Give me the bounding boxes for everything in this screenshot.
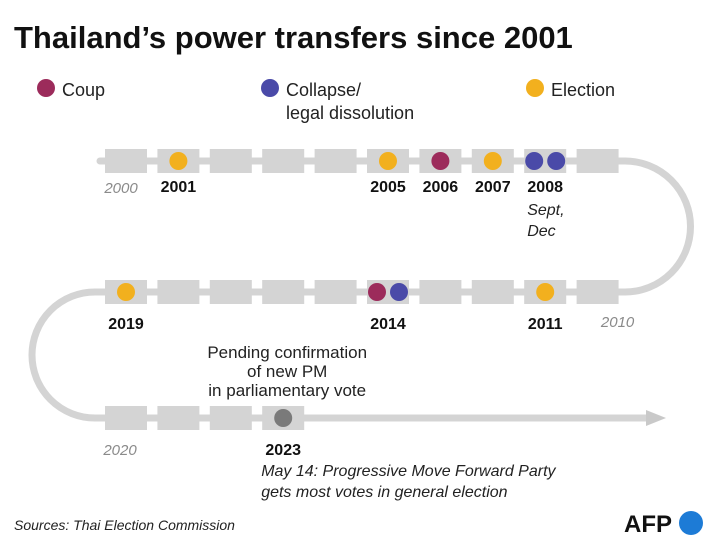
year-cell-2000 [105, 149, 147, 173]
event-dot-2007-election [483, 152, 502, 170]
legend-swatch-election [526, 79, 544, 97]
legend-label-collapse: legal dissolution [286, 103, 414, 123]
legend-label-election: Election [551, 80, 615, 100]
event-dot-2011-election [536, 283, 555, 301]
year-label-2005: 2005 [370, 179, 406, 196]
decade-label-2000: 2000 [103, 180, 138, 197]
event-dot-2001-election [169, 152, 188, 170]
legend: Coup Collapse/legal dissolution Election [37, 79, 615, 123]
year-label-2008: 2008 [527, 179, 563, 196]
year-cell-2017 [209, 280, 252, 304]
year-label-2011: 2011 [528, 316, 563, 333]
year-cell-2009 [576, 149, 619, 173]
event-dot-2008-collapse [547, 152, 566, 170]
event-dots [117, 152, 566, 427]
note-2023: gets most votes in general election [261, 484, 507, 501]
note-2023: May 14: Progressive Move Forward Party [261, 463, 556, 480]
timeline-track [28, 157, 694, 426]
note-2008: Sept, [527, 202, 564, 219]
event-notes: Sept, Dec May 14: Progressive Move Forward… [207, 202, 564, 501]
year-cell-2022 [209, 406, 252, 430]
legend-swatch-collapse [261, 79, 279, 97]
event-dot-2014-coup [368, 283, 386, 301]
year-cell-2012 [471, 280, 514, 304]
year-label-2007: 2007 [475, 179, 511, 196]
year-cell-2004 [314, 149, 357, 173]
afp-logo: AFP [624, 511, 703, 538]
year-cell-2013 [419, 280, 462, 304]
track-arrowhead [646, 410, 666, 426]
source-note: Sources: Thai Election Commission [14, 517, 235, 533]
chart-title: Thailand’s power transfers since 2001 [14, 20, 573, 55]
decade-label-2020: 2020 [102, 442, 137, 459]
callout-2023: in parliamentary vote [208, 381, 366, 400]
callout-2023: of new PM [247, 362, 327, 381]
legend-label-coup: Coup [62, 80, 105, 100]
year-label-2001: 2001 [161, 179, 197, 196]
event-dot-2014-collapse [390, 283, 408, 301]
year-cell-2021 [157, 406, 200, 430]
year-labels: 2000 2010 2020 2001 2005 2006 2007 2008 2011 2014… [102, 179, 635, 459]
year-cell-2015 [314, 280, 357, 304]
legend-swatch-coup [37, 79, 55, 97]
decade-label-2010: 2010 [600, 314, 635, 331]
callout-2023: Pending confirmation [207, 343, 367, 362]
track-line [28, 157, 694, 422]
event-dot-2006-coup [431, 152, 450, 170]
afp-logo-text: AFP [624, 511, 672, 538]
year-label-2019: 2019 [108, 316, 144, 333]
year-label-2023: 2023 [265, 442, 301, 459]
year-cell-2018 [157, 280, 200, 304]
legend-label-collapse: Collapse/ [286, 80, 361, 100]
event-dot-2023-pending [274, 409, 293, 427]
year-label-2006: 2006 [423, 179, 459, 196]
year-cell-2002 [209, 149, 252, 173]
note-2008: Dec [527, 223, 555, 240]
year-cell-2010 [576, 280, 619, 304]
year-cell-2003 [262, 149, 305, 173]
year-label-2014: 2014 [370, 316, 406, 333]
afp-logo-dot [679, 511, 703, 535]
event-dot-2019-election [117, 283, 135, 301]
event-dot-2008-collapse [525, 152, 544, 170]
year-cell-2020 [105, 406, 147, 430]
event-dot-2005-election [379, 152, 397, 170]
year-cell-2016 [262, 280, 305, 304]
